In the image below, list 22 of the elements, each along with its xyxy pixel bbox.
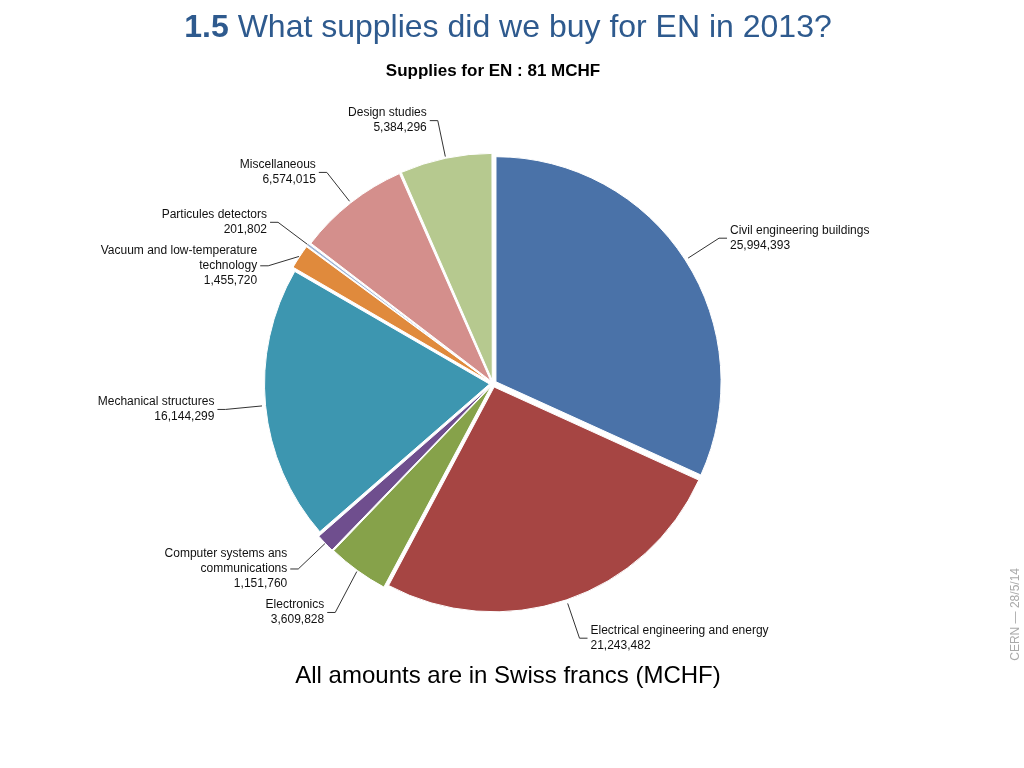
- slice-label: Mechanical structures: [97, 394, 215, 409]
- data-label: 201,802: [223, 222, 268, 237]
- data-label: 3,609,828: [270, 612, 325, 627]
- data-label: 21,243,482: [590, 638, 651, 653]
- data-label: 6,574,015: [262, 172, 317, 187]
- slice-label: Computer systems ans communications: [164, 546, 288, 576]
- data-label: 25,994,393: [730, 238, 791, 253]
- text: CERN — 28/5/14: [1008, 568, 1022, 661]
- data-label: 5,384,296: [373, 120, 428, 135]
- text: All amounts are in Swiss francs (MCHF): [294, 661, 722, 689]
- chart-title: 1.5 What supplies did we buy for EN in 2013?: [183, 8, 833, 45]
- slice-label: Electrical engineering and energy: [590, 623, 769, 638]
- chart-subtitle: Supplies for EN : 81 MCHF: [385, 60, 601, 80]
- slice-label: Civil engineering buildings: [730, 223, 870, 238]
- slice-label: Particules detectors: [161, 207, 268, 222]
- slice-label: Miscellaneous: [239, 157, 316, 172]
- data-label: 16,144,299: [154, 409, 215, 424]
- data-label: 1,151,760: [233, 576, 288, 591]
- slice-label: Vacuum and low-temperature technology: [100, 243, 258, 273]
- data-label: 1,455,720: [203, 273, 258, 288]
- slice-label: Electronics: [265, 597, 325, 612]
- slice-label: Design studies: [348, 105, 427, 120]
